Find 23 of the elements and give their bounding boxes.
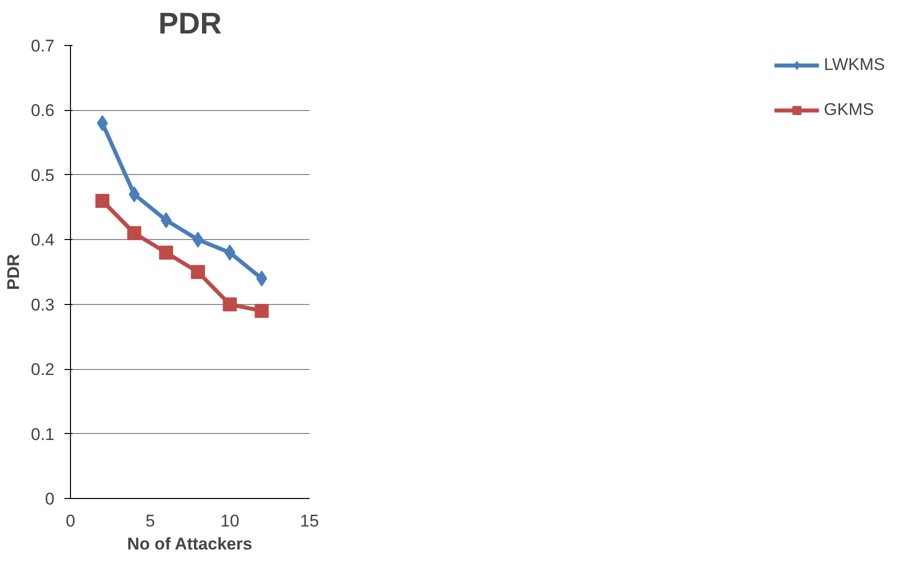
x-tick-label: 10 (220, 512, 240, 530)
point (159, 246, 174, 260)
y-tick-label: 0.5 (30, 166, 55, 185)
chart-title: PDR (158, 8, 222, 40)
x-axis-title: No of Attackers (127, 534, 252, 554)
x-tick-label: 15 (300, 512, 319, 530)
point (127, 226, 142, 240)
y-tick-label: 0.3 (30, 295, 55, 314)
point (254, 304, 269, 318)
point (190, 265, 205, 279)
legend-label: LWKMS (824, 55, 885, 75)
y-tick-label: 0.7 (30, 36, 55, 56)
y-tick-label: 0 (45, 490, 55, 508)
y-axis-title: PDR (4, 254, 23, 290)
x-tick-label: 0 (66, 512, 76, 530)
y-tick-label: 0.1 (30, 424, 55, 444)
y-tick-label: 0.4 (30, 230, 55, 250)
y-tick-label: 0.2 (30, 360, 55, 380)
legend-label: GKMS (824, 100, 874, 120)
y-tick-label: 0.6 (30, 101, 55, 120)
x-tick-label: 5 (145, 512, 155, 530)
point (95, 194, 110, 208)
point (222, 297, 237, 312)
